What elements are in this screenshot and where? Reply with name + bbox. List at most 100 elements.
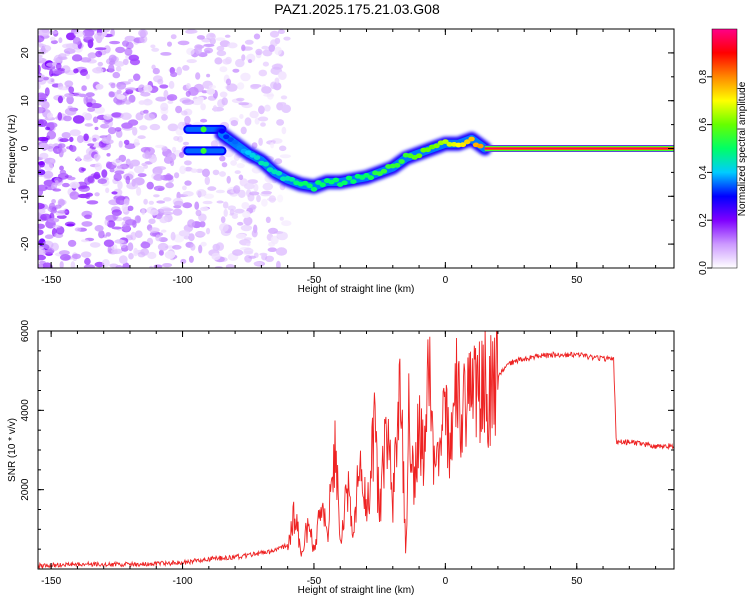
noise-blob — [255, 48, 263, 56]
noise-blob — [258, 69, 268, 77]
noise-blob — [76, 135, 84, 144]
noise-blob — [172, 146, 177, 153]
noise-blob — [244, 117, 252, 126]
noise-blob — [73, 68, 79, 74]
noise-blob — [38, 208, 46, 215]
noise-blob — [204, 176, 210, 186]
noise-blob — [38, 254, 46, 261]
noise-blob — [51, 182, 58, 191]
noise-blob — [128, 78, 134, 83]
noise-blob — [274, 46, 282, 56]
noise-blob — [253, 224, 258, 234]
noise-blob — [43, 76, 49, 81]
ridge-hotspot — [394, 162, 401, 168]
noise-blob — [212, 243, 221, 251]
noise-blob — [149, 265, 154, 268]
noise-blob — [38, 101, 44, 106]
noise-blob — [184, 180, 192, 186]
noise-blob — [69, 129, 81, 137]
noise-blob — [132, 126, 138, 136]
noise-blob — [155, 234, 162, 242]
noise-blob — [119, 255, 128, 264]
noise-blob — [119, 163, 130, 170]
noise-blob — [140, 241, 151, 249]
noise-blob — [154, 144, 166, 149]
noise-blob — [142, 98, 153, 106]
noise-blob — [211, 252, 221, 261]
ridge-hotspot — [288, 177, 296, 182]
noise-blob — [279, 216, 284, 221]
noise-blob — [137, 173, 147, 178]
noise-blob — [238, 102, 250, 106]
figure-title: PAZ1.2025.175.21.03.G08 — [274, 1, 440, 17]
noise-blob — [281, 104, 291, 113]
noise-blob — [209, 33, 215, 38]
noise-blob — [112, 212, 119, 220]
ridge-hotspot — [236, 145, 243, 151]
noise-blob — [156, 200, 166, 204]
ridge-hotspot — [468, 136, 475, 142]
noise-blob — [141, 208, 146, 216]
x-tick-label: 0 — [443, 576, 449, 587]
noise-blob — [116, 82, 122, 87]
snr-series-line — [38, 331, 674, 569]
noise-blob — [195, 231, 206, 237]
noise-blob — [238, 174, 244, 181]
noise-blob — [269, 30, 280, 38]
noise-blob — [248, 59, 252, 64]
noise-blob — [113, 173, 122, 182]
noise-blob — [45, 126, 51, 131]
noise-blob — [138, 100, 146, 105]
noise-blob — [210, 140, 218, 148]
noise-blob — [221, 97, 228, 106]
noise-blob — [244, 39, 254, 45]
noise-blob — [59, 165, 64, 171]
noise-blob — [108, 54, 117, 63]
noise-blob — [172, 208, 183, 216]
noise-blob — [274, 77, 280, 84]
noise-blob — [239, 114, 244, 119]
noise-blob — [230, 120, 238, 127]
noise-blob — [175, 105, 183, 114]
signal-layer — [183, 124, 674, 194]
noise-blob — [153, 194, 160, 198]
noise-blob — [258, 116, 269, 122]
noise-blob — [81, 221, 93, 227]
noise-blob — [69, 181, 80, 189]
noise-blob — [231, 214, 238, 220]
noise-blob — [221, 162, 228, 168]
noise-blob — [215, 189, 225, 194]
noise-blob — [195, 45, 205, 49]
noise-blob — [157, 78, 164, 85]
noise-blob — [253, 33, 261, 40]
noise-blob — [143, 109, 149, 114]
noise-blob — [262, 61, 269, 67]
noise-blob — [46, 112, 54, 119]
y-tick-label: 6000 — [20, 319, 31, 342]
noise-blob — [190, 168, 198, 173]
noise-blob — [195, 209, 202, 217]
noise-blob — [278, 71, 287, 80]
noise-blob — [105, 232, 112, 237]
noise-blob — [188, 255, 194, 263]
noise-blob — [241, 54, 246, 61]
noise-blob — [107, 133, 112, 142]
x-tick-label: 50 — [571, 275, 583, 286]
noise-blob — [112, 71, 121, 79]
noise-blob — [190, 243, 196, 251]
noise-blob — [270, 142, 275, 149]
noise-blob — [115, 46, 126, 54]
noise-blob — [183, 235, 190, 240]
noise-blob — [243, 247, 254, 255]
noise-blob — [207, 186, 217, 191]
noise-blob — [250, 84, 262, 88]
noise-blob — [186, 47, 195, 56]
noise-blob — [57, 112, 63, 121]
noise-blob — [110, 83, 116, 89]
noise-blob — [268, 227, 278, 234]
y-tick-label: 2000 — [20, 478, 31, 501]
noise-blob — [111, 248, 123, 255]
noise-blob — [123, 198, 130, 206]
noise-blob — [148, 200, 154, 205]
noise-blob — [186, 83, 191, 89]
